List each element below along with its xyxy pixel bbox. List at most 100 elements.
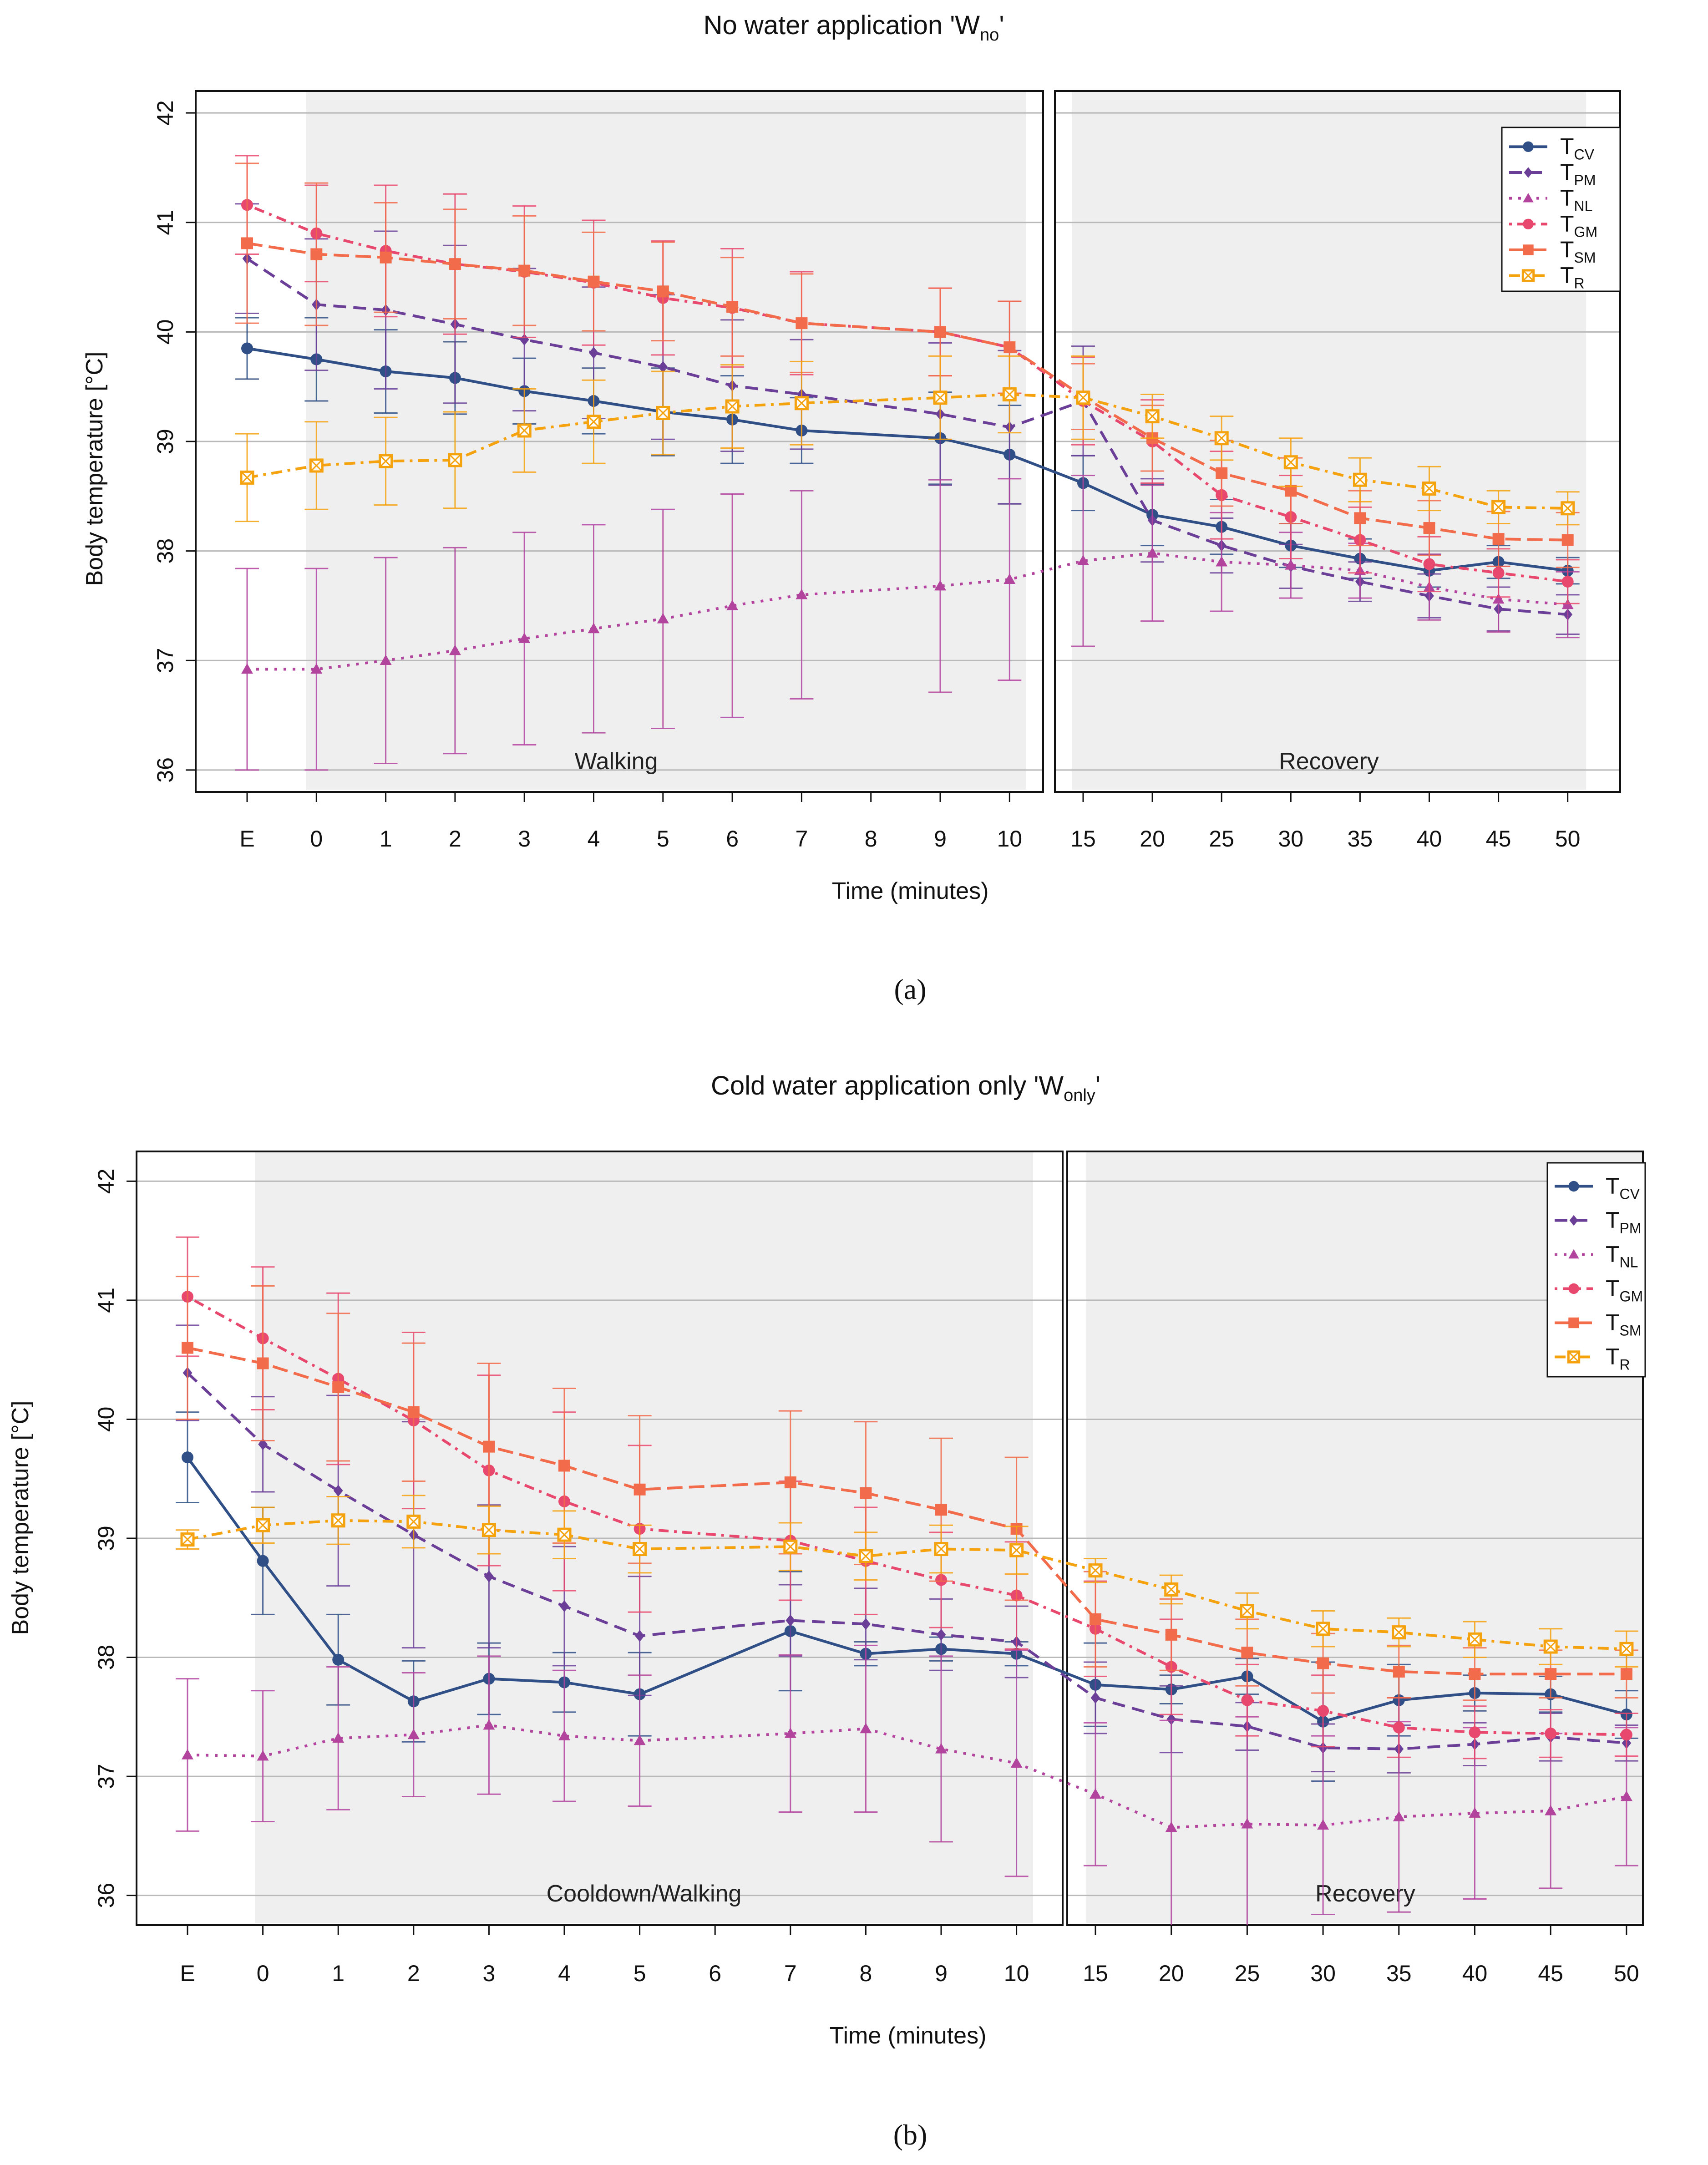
data-point [1620,1668,1632,1680]
data-point [558,1460,570,1472]
data-point [861,1618,871,1630]
y-tick-label: 39 [152,429,178,454]
data-point [588,275,600,288]
x-tick-label: 20 [1140,826,1165,852]
data-point [634,1734,646,1745]
legend-box [1501,127,1621,292]
y-tick-label: 40 [152,319,178,345]
x-tick-label: 8 [865,826,877,852]
y-tick-label: 37 [152,648,178,673]
data-point [1090,1613,1101,1625]
marker-cross [379,455,392,468]
data-point [1165,1628,1177,1641]
x-tick-label: 6 [709,1961,721,1986]
marker-cross [1561,502,1574,515]
data-point [332,1381,345,1393]
legend-item-tnl: TNL [1555,1242,1638,1271]
legend-label: TGM [1606,1276,1643,1305]
legend-label-base: T [1560,185,1574,211]
data-point [936,1628,946,1641]
series-tr [176,1495,1638,1668]
legend-label-subscript: PM [1574,172,1596,188]
x-axis-title: Time (minutes) [830,2023,987,2049]
data-point [1216,556,1228,567]
legend-label-base: T [1606,1310,1620,1335]
data-point [1353,472,1367,487]
x-tick-label: 35 [1386,1961,1412,1986]
plot-frame-right [1066,1151,1644,1926]
legend-item-tpm: TPM [1555,1207,1642,1237]
data-point [860,1487,872,1499]
y-tick-label: 42 [93,1169,119,1194]
x-tick-label: 7 [795,826,808,852]
legend-item-tpm: TPM [1509,159,1596,188]
data-point [1214,431,1229,446]
legend-label-base: T [1606,1242,1620,1267]
data-point [796,317,808,330]
x-tick-label: 2 [407,1961,420,1986]
marker-cross [407,1515,420,1528]
data-point [794,396,809,411]
data-point [933,390,948,405]
legend-box [1546,1162,1646,1378]
legend-label-subscript: PM [1620,1220,1642,1237]
legend-label-base: T [1606,1344,1620,1369]
data-point [1393,1721,1405,1734]
y-tick-label: 41 [152,210,178,235]
legend-label-base: T [1560,133,1574,159]
data-point [332,1732,345,1743]
marker-cross [1317,1622,1330,1635]
y-tick-label: 39 [93,1526,119,1551]
data-point [1423,522,1435,534]
data-point [1240,1604,1254,1618]
y-tick-label: 40 [93,1407,119,1432]
x-tick-label: 5 [634,1961,646,1986]
data-point [241,342,253,355]
data-point [1469,1668,1481,1680]
marker-cross [1568,1351,1580,1363]
chart-title: Cold water application only 'Wonly' [711,1071,1100,1105]
marker-cross [1076,391,1090,404]
x-tick-label: 1 [332,1961,345,1986]
marker-cross [1010,1544,1023,1557]
legend-label-subscript: CV [1620,1186,1640,1202]
data-point [256,1518,270,1532]
legend-item-tr: TR [1555,1344,1630,1373]
data-point [1567,1350,1581,1364]
x-tick-label: 9 [934,826,947,852]
x-tick-label: 50 [1555,826,1581,852]
data-point [257,1357,269,1369]
data-point [483,1440,495,1453]
marker-cross [1468,1633,1481,1646]
marker-cross [1492,501,1505,514]
phase-label: Recovery [1279,748,1379,775]
data-point [1469,1726,1481,1739]
data-point [182,1342,193,1354]
data-point [257,1750,269,1761]
y-tick-label: 42 [152,100,178,126]
data-point [1165,1821,1177,1832]
data-point [1004,573,1016,584]
legend-item-tcv: TCV [1555,1173,1640,1202]
plot-frame-left [195,90,1044,793]
data-point [1469,1807,1481,1818]
data-point [1568,1249,1579,1259]
data-point [783,1539,798,1554]
data-point [1523,244,1534,255]
x-tick-label: 5 [657,826,669,852]
data-point [1569,1215,1578,1226]
marker-cross [1522,269,1534,282]
legend-item-tgm: TGM [1555,1276,1643,1305]
legend-label-base: T [1606,1207,1620,1233]
marker-cross [518,424,531,437]
legend-label-subscript: R [1620,1357,1630,1373]
series-tr [235,355,1580,526]
legend-label-subscript: GM [1620,1288,1643,1305]
data-point [380,654,392,665]
marker-cross [1544,1640,1557,1653]
data-point [519,334,529,346]
data-point [518,264,531,277]
data-point [1524,167,1533,178]
data-point [1492,593,1505,604]
y-tick-label: 41 [93,1288,119,1313]
